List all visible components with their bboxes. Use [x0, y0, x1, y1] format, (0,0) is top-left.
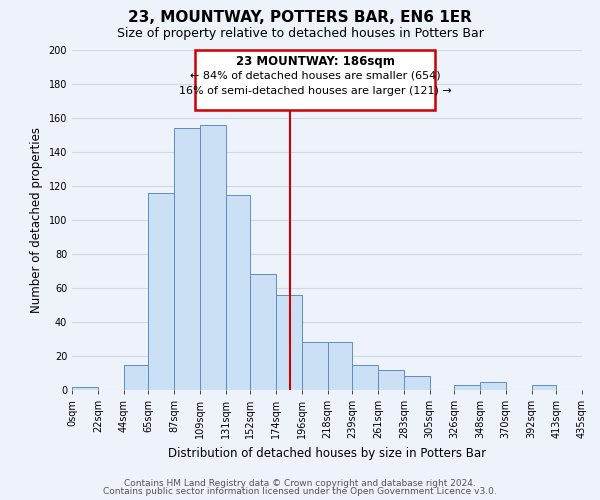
- Bar: [174, 128, 200, 390]
- Text: ← 84% of detached houses are smaller (654): ← 84% of detached houses are smaller (65…: [190, 70, 440, 81]
- Text: Contains HM Land Registry data © Crown copyright and database right 2024.: Contains HM Land Registry data © Crown c…: [124, 478, 476, 488]
- X-axis label: Distribution of detached houses by size in Potters Bar: Distribution of detached houses by size …: [168, 446, 486, 460]
- Text: Size of property relative to detached houses in Potters Bar: Size of property relative to detached ho…: [116, 28, 484, 40]
- Bar: [532, 385, 556, 390]
- Bar: [404, 376, 430, 390]
- Bar: [226, 194, 250, 390]
- Bar: [276, 295, 302, 390]
- Bar: [352, 364, 378, 390]
- Text: 23, MOUNTWAY, POTTERS BAR, EN6 1ER: 23, MOUNTWAY, POTTERS BAR, EN6 1ER: [128, 10, 472, 25]
- Bar: [72, 386, 98, 390]
- Bar: [302, 342, 328, 390]
- Text: 23 MOUNTWAY: 186sqm: 23 MOUNTWAY: 186sqm: [236, 55, 395, 68]
- Bar: [148, 193, 174, 390]
- Text: 16% of semi-detached houses are larger (121) →: 16% of semi-detached houses are larger (…: [179, 86, 452, 96]
- Bar: [328, 342, 352, 390]
- Y-axis label: Number of detached properties: Number of detached properties: [30, 127, 43, 313]
- Bar: [200, 125, 226, 390]
- Bar: [480, 382, 506, 390]
- Bar: [250, 274, 276, 390]
- Bar: [454, 385, 480, 390]
- FancyBboxPatch shape: [195, 50, 436, 110]
- Text: Contains public sector information licensed under the Open Government Licence v3: Contains public sector information licen…: [103, 487, 497, 496]
- Bar: [124, 364, 148, 390]
- Bar: [378, 370, 404, 390]
